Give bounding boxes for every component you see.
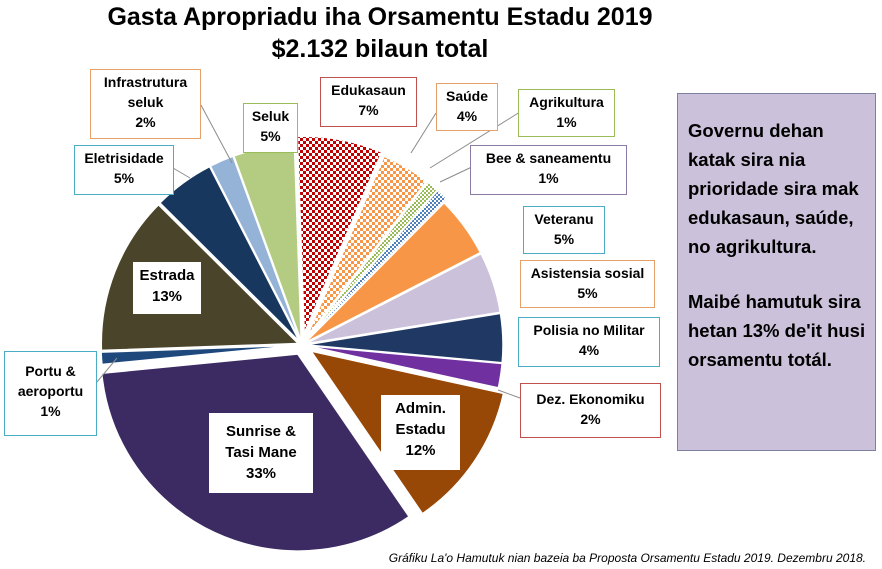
label-portu-aeroportu: Portu & aeroportu 1% <box>4 351 97 436</box>
label-dez-ekonomiku: Dez. Ekonomiku 2% <box>520 383 661 438</box>
label-eletrisidade-pct: 5% <box>113 170 135 186</box>
commentary-paragraph-2: Maibé hamutuk sira hetan 13% de'it husi … <box>688 291 866 370</box>
commentary-box: Governu dehan katak sira nia prioridade … <box>677 93 876 451</box>
label-seluk-pct: 5% <box>260 128 281 144</box>
label-polisia-pct: 4% <box>578 342 600 358</box>
label-sunrise-line1: Sunrise & <box>225 423 297 440</box>
label-sunrise-tasi-mane: Sunrise & Tasi Mane 33% <box>209 413 313 493</box>
pie-slice-sa-de <box>305 155 428 338</box>
label-seluk-name: Seluk <box>251 108 290 124</box>
pie-slice-eletrisidade <box>158 165 301 343</box>
label-saude: Saúde 4% <box>436 83 498 131</box>
label-edukasaun: Edukasaun 7% <box>320 77 417 127</box>
label-polisia-militar: Polisia no Militar 4% <box>518 317 660 367</box>
chart-subtitle: $2.132 bilaun total <box>271 35 489 63</box>
label-saude-name: Saúde <box>445 88 488 104</box>
label-estrada: Estrada 13% <box>133 262 201 314</box>
source-note: Gráfiku La'o Hamutuk nian bazeia ba Prop… <box>388 551 866 565</box>
label-dez-pct: 2% <box>580 411 601 427</box>
leader-line <box>429 111 521 169</box>
label-portu-pct: 1% <box>40 403 61 419</box>
label-sunrise-pct: 33% <box>245 465 277 482</box>
label-estrada-pct: 13% <box>151 288 183 305</box>
label-infrastrutura-seluk: Infrastrutura seluk 2% <box>90 69 201 139</box>
leader-line <box>497 389 521 399</box>
label-admin-pct: 12% <box>405 442 436 459</box>
label-agrikultura-pct: 1% <box>556 114 577 130</box>
label-eletrisidade-name: Eletrisidade <box>84 150 164 166</box>
label-asistensia-sosial: Asistensia sosial 5% <box>520 260 655 308</box>
chart-title: Gasta Apropriadu iha Orsamentu Estadu 20… <box>107 3 653 31</box>
label-bee-pct: 1% <box>538 170 559 186</box>
label-bee-name: Bee & saneamentu <box>485 150 612 166</box>
pie-slice-polisia-no-militar <box>305 312 504 364</box>
pie-slice-infrastrutura-seluk <box>209 155 302 342</box>
label-veteranu-pct: 5% <box>553 231 575 247</box>
label-edukasaun-pct: 7% <box>358 102 379 118</box>
label-infra-line2: seluk <box>127 94 164 110</box>
label-sunrise-line2: Tasi Mane <box>225 444 297 461</box>
leader-line <box>200 104 233 164</box>
leader-line <box>172 167 191 179</box>
label-eletrisidade: Eletrisidade 5% <box>74 145 174 195</box>
label-admin-estadu: Admin. Estadu 12% <box>381 395 460 470</box>
label-estrada-name: Estrada <box>139 267 195 284</box>
label-edukasaun-name: Edukasaun <box>331 82 406 98</box>
pie-slice-portu-aeroportu <box>100 344 299 366</box>
label-infra-pct: 2% <box>135 114 156 130</box>
label-admin-line1: Admin. <box>395 400 446 417</box>
label-saude-pct: 4% <box>456 108 478 124</box>
label-agrikultura-name: Agrikultura <box>529 94 604 110</box>
label-infra-line1: Infrastrutura <box>103 74 188 90</box>
label-asistensia-pct: 5% <box>577 285 598 301</box>
label-veteranu-name: Veteranu <box>534 211 594 227</box>
label-portu-line2: aeroportu <box>17 383 84 399</box>
pie-slice-veteranu <box>304 201 482 344</box>
leader-line <box>410 112 437 154</box>
pie-slice-asistensia-sosial <box>305 252 502 345</box>
commentary-paragraph-1: Governu dehan katak sira nia prioridade … <box>688 120 859 257</box>
label-veteranu: Veteranu 5% <box>523 206 605 254</box>
pie-slice-dez-ekonomiku <box>305 344 503 389</box>
pie-slice-bee-saneamentu <box>307 189 449 339</box>
label-polisia-name: Polisia no Militar <box>533 322 645 338</box>
label-asistensia-name: Asistensia sosial <box>530 265 645 281</box>
label-seluk: Seluk 5% <box>243 103 298 153</box>
label-agrikultura: Agrikultura 1% <box>518 89 615 137</box>
label-bee-saneamentu: Bee & saneamentu 1% <box>470 145 627 195</box>
label-dez-name: Dez. Ekonomiku <box>536 391 645 407</box>
label-admin-line2: Estadu <box>395 421 446 438</box>
label-portu-line1: Portu & <box>25 363 76 379</box>
leader-line <box>96 357 118 383</box>
